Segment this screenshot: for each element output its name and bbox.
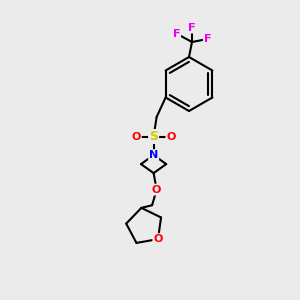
Text: N: N (149, 150, 158, 160)
Text: S: S (149, 130, 158, 143)
Text: O: O (153, 234, 163, 244)
Text: F: F (173, 28, 180, 39)
Text: O: O (152, 184, 161, 195)
Text: F: F (204, 34, 211, 44)
Text: O: O (166, 131, 176, 142)
Text: O: O (131, 131, 141, 142)
Text: F: F (188, 22, 196, 33)
